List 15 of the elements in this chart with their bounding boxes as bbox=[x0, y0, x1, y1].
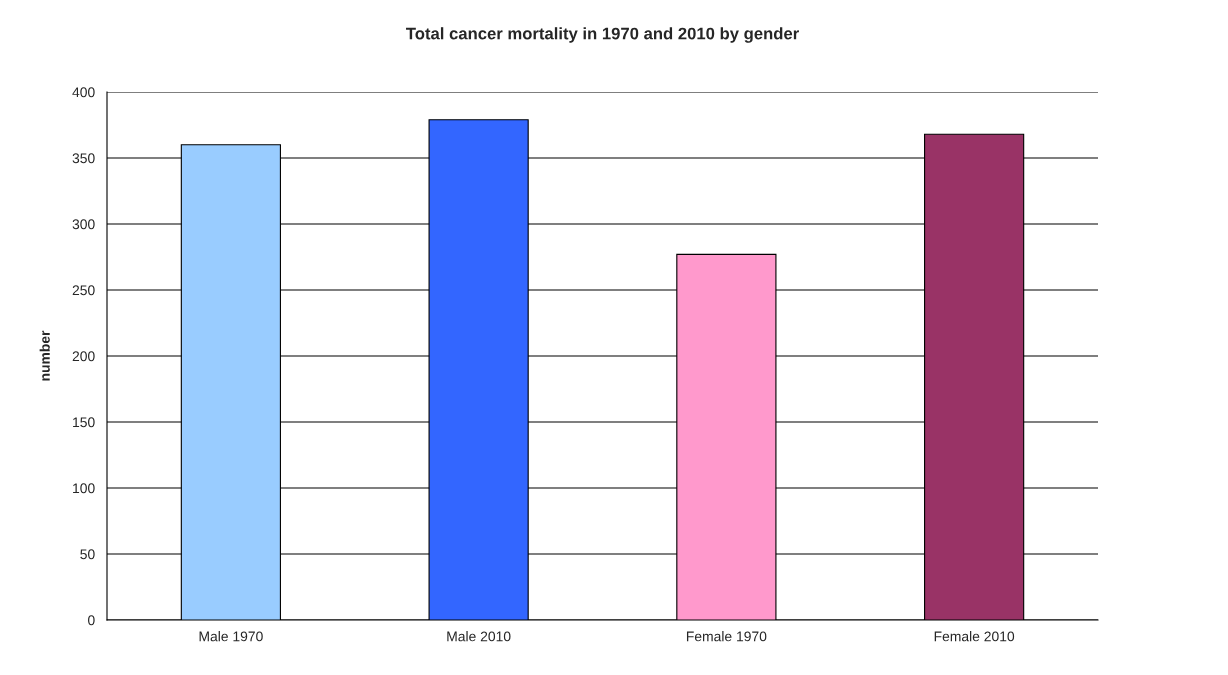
chart-title: Total cancer mortality in 1970 and 2010 by gender bbox=[406, 27, 799, 43]
y-tick-label: 300 bbox=[72, 219, 95, 230]
y-tick-label: 400 bbox=[72, 87, 95, 98]
y-tick-label: 100 bbox=[73, 483, 95, 494]
y-axis-title: number bbox=[39, 330, 50, 381]
x-tick-label: Female 1970 bbox=[686, 631, 767, 642]
y-tick-label: 150 bbox=[73, 417, 95, 428]
y-tick-label: 0 bbox=[88, 615, 95, 626]
x-tick-label: Male 1970 bbox=[199, 631, 263, 642]
x-tick-label: Male 2010 bbox=[447, 631, 511, 642]
y-tick-label: 200 bbox=[72, 351, 95, 362]
y-tick-label: 50 bbox=[80, 549, 95, 560]
y-tick-label: 250 bbox=[72, 285, 95, 296]
y-tick-label: 350 bbox=[72, 153, 95, 164]
x-tick-label: Female 2010 bbox=[934, 631, 1015, 642]
